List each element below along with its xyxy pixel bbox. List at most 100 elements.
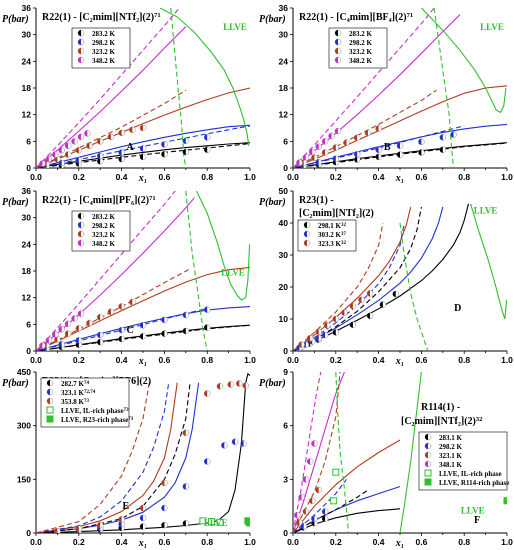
legend-entry: 282.7 K74 (61, 380, 89, 388)
x-tick-label: 0.4 (373, 355, 385, 365)
y-tick-label: 0 (26, 528, 31, 538)
series-line-2 (36, 266, 250, 351)
llve-label: LLVE (221, 267, 245, 277)
series-line-6 (36, 89, 187, 168)
data-point (236, 380, 243, 387)
data-point (349, 321, 357, 329)
panel-letter: D (454, 303, 461, 314)
y-tick-label: 36 (22, 186, 32, 196)
legend-marker (334, 56, 342, 64)
data-point (64, 320, 72, 328)
data-point (77, 133, 85, 141)
data-point (118, 129, 125, 137)
data-point (306, 458, 314, 465)
data-point (321, 138, 329, 145)
data-point (450, 131, 457, 138)
x-tick-label: 0.6 (415, 355, 427, 365)
data-point (96, 338, 104, 346)
data-point (45, 155, 53, 163)
data-point (216, 383, 224, 390)
data-point (199, 517, 207, 525)
data-point (203, 324, 211, 331)
x-axis-label: x₁ (395, 538, 405, 549)
y-tick-label: 24 (22, 56, 32, 66)
data-point (366, 290, 374, 297)
data-point (86, 142, 93, 150)
y-tick-label: 24 (279, 56, 289, 66)
llve-label: LLVE (204, 518, 228, 528)
chart-title-line2: [C₂mim][NTf₂](2)32 (401, 416, 482, 428)
legend-entry: 283.2 K (349, 30, 373, 38)
legend-entry: 323.1 K (439, 452, 463, 460)
data-point (39, 160, 46, 167)
legend-marker (77, 38, 85, 46)
panel-letter: B (384, 142, 391, 153)
legend-marker (334, 47, 342, 55)
data-point (246, 519, 250, 527)
legend-marker (77, 29, 85, 37)
data-point (139, 321, 147, 329)
data-point (161, 479, 168, 487)
legend-entry: 298.1 K32 (318, 222, 346, 230)
legend-marker (303, 230, 311, 238)
panel-letter: C (127, 325, 134, 336)
x-tick-label: 1.0 (501, 537, 513, 547)
llve-label: LLVE (461, 505, 485, 515)
data-point (139, 124, 147, 132)
legend-entry: 303.2 K37 (318, 231, 346, 239)
data-point (323, 322, 331, 329)
data-point (203, 134, 211, 141)
data-point (332, 144, 340, 151)
series-line-1 (293, 123, 507, 168)
data-point (107, 308, 115, 316)
data-point (311, 440, 318, 447)
x-tick-label: 0.4 (373, 172, 385, 182)
x-axis-label: x₁ (395, 173, 405, 184)
data-point (182, 327, 190, 335)
chart-panel-b: 0 6 12 18 24 30 36 0.0 0.2 0.4 0.6 0.8 1.0 x₁ P(bar) R2… (259, 3, 513, 184)
data-point (139, 523, 147, 530)
legend-marker (424, 433, 432, 441)
x-tick-label: 1.0 (501, 355, 513, 365)
y-tick-label: 6 (283, 421, 288, 431)
legend-marker (46, 379, 54, 387)
data-point (207, 518, 215, 526)
data-point (332, 315, 340, 323)
x-tick-label: 0.4 (373, 537, 385, 547)
data-point (118, 335, 125, 343)
data-point (107, 133, 115, 141)
legend-entry: 283.2 K (92, 30, 116, 38)
chart-panel-a: 0 6 12 18 24 30 36 0.0 0.2 0.4 0.6 0.8 1.0 x₁ P(bar) R2… (2, 3, 256, 184)
legend-marker (77, 221, 85, 229)
legend-marker (303, 221, 311, 229)
series-line-7 (470, 203, 507, 320)
series-line-4 (293, 489, 369, 533)
y-tick-label: 18 (279, 83, 289, 93)
llve-label: LLVE (480, 22, 504, 32)
data-point (311, 154, 318, 162)
y-tick-label: 18 (22, 266, 32, 276)
data-point (503, 497, 507, 505)
x-tick-label: 0.2 (330, 172, 342, 182)
data-point (353, 156, 361, 163)
series-line-5 (293, 478, 347, 533)
series-line-3 (36, 197, 195, 351)
data-point (39, 342, 46, 349)
y-tick-label: 30 (22, 30, 32, 40)
x-tick-label: 0.4 (116, 537, 128, 547)
data-point (296, 519, 303, 526)
y-tick-label: 24 (22, 239, 32, 249)
y-tick-label: 0 (26, 163, 31, 173)
legend-entry: 348.2 K (92, 57, 116, 65)
series-line-9 (196, 191, 250, 301)
data-point (334, 127, 342, 135)
data-point (298, 341, 305, 348)
data-point (396, 142, 404, 150)
data-point (182, 311, 190, 319)
data-point (203, 306, 211, 313)
x-tick-label: 0.6 (415, 172, 427, 182)
legend-marker (77, 56, 85, 64)
data-point (182, 483, 190, 490)
series-line-5 (293, 125, 465, 168)
data-point (203, 146, 211, 154)
